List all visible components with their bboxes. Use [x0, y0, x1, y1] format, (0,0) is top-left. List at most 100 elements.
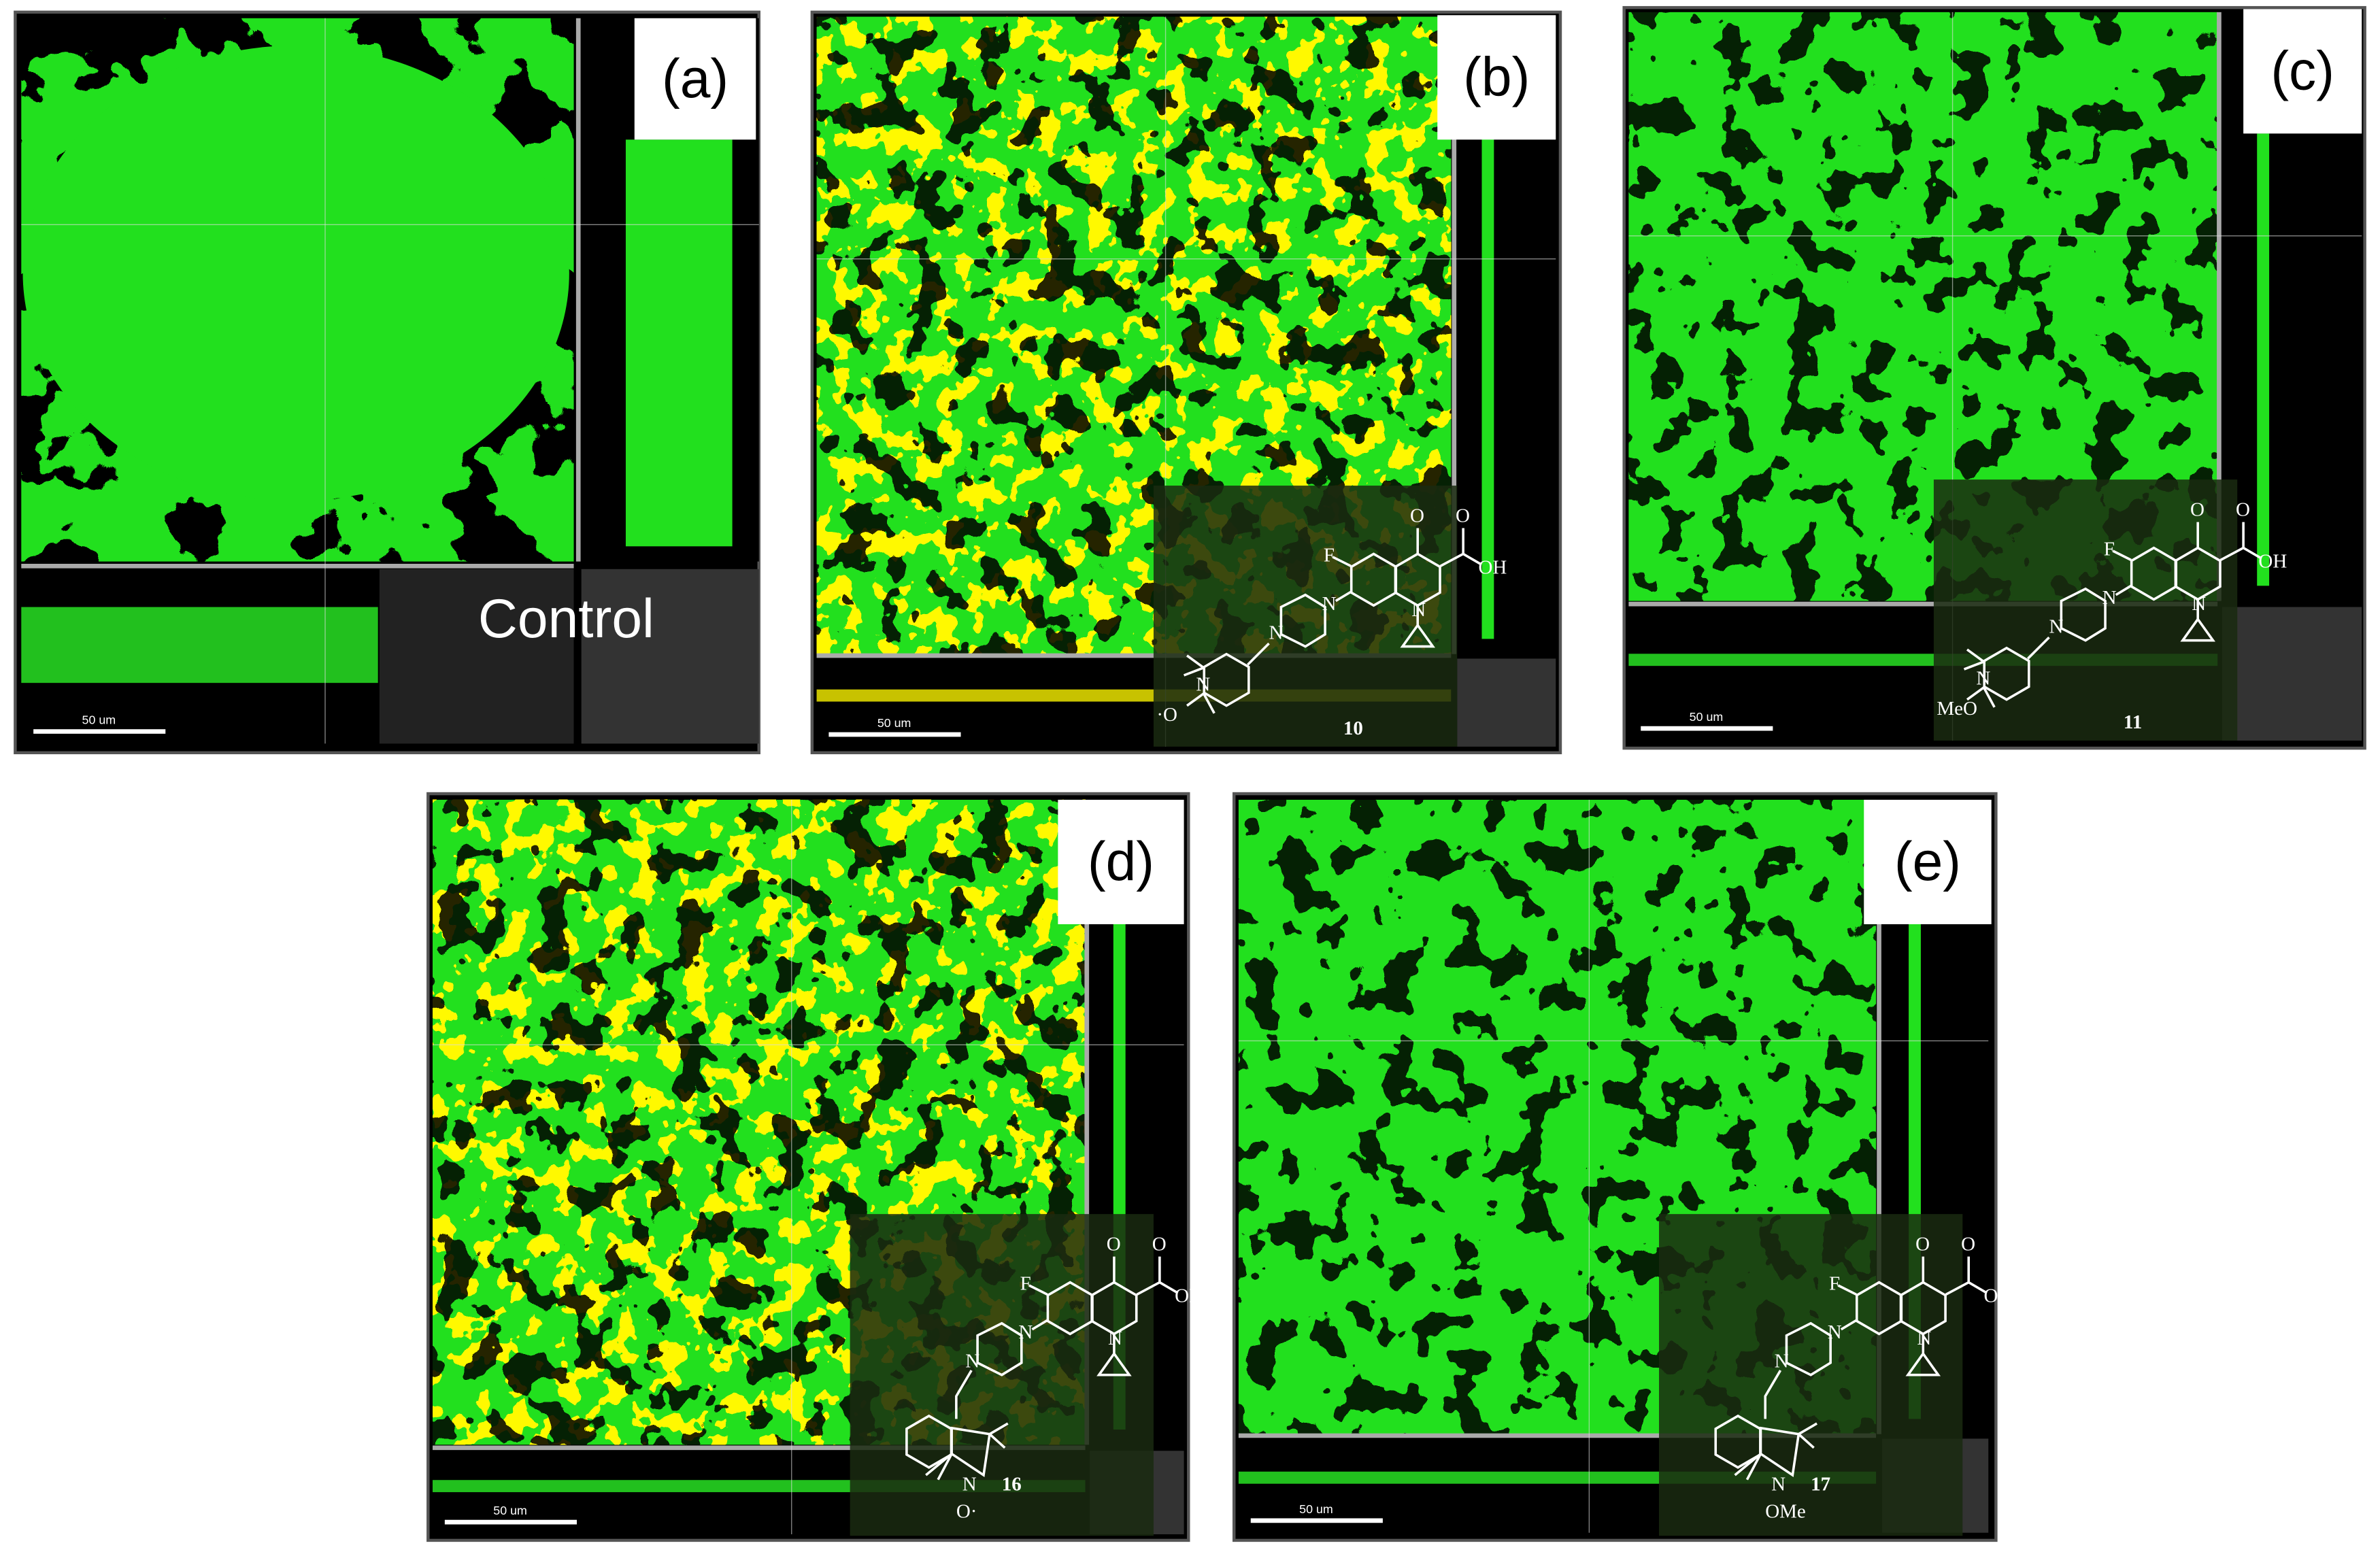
atom-label: OMe: [1765, 1500, 1806, 1522]
biofilm-mass: [22, 45, 569, 501]
atom-label: N: [2192, 593, 2206, 615]
atom-label: N: [1322, 593, 1337, 615]
atom-label: N: [1828, 1321, 1842, 1343]
ring: [1785, 1321, 1832, 1376]
side-view-signal: [1481, 138, 1494, 639]
atom-label: N: [1196, 673, 1210, 695]
scale-bar-label: 50 um: [877, 716, 911, 730]
scale-bar-label: 50 um: [493, 1504, 527, 1517]
five-ring: [950, 1426, 991, 1478]
atom-label: O: [1107, 1234, 1121, 1255]
atom-label: O·: [956, 1500, 977, 1522]
bond: [2115, 584, 2132, 596]
atom-label: O: [1152, 1234, 1167, 1255]
atom-label: N: [962, 1473, 977, 1495]
corner-box: [1457, 658, 1556, 747]
label-box: [1437, 15, 1556, 140]
atom-label: O: [1410, 505, 1424, 527]
bond: [1982, 686, 1996, 708]
bond: [1798, 1422, 1817, 1436]
bond: [1332, 556, 1352, 567]
bond: [1764, 1370, 1782, 1419]
bond: [1745, 1453, 1762, 1481]
ring: [1279, 593, 1326, 648]
bond: [2026, 636, 2050, 660]
atom-label: N: [1775, 1351, 1789, 1372]
atom-label: OH: [2258, 551, 2287, 573]
atom-label: O: [2236, 499, 2250, 521]
panel: 50 um (a) Control: [14, 10, 761, 755]
ring: [1983, 646, 2030, 701]
caption-shade: [379, 569, 574, 744]
caption: Control: [478, 588, 654, 649]
corner-box: [2222, 607, 2362, 741]
five-ring: [1759, 1426, 1800, 1478]
atom-label: N: [965, 1351, 979, 1372]
bond: [1462, 552, 1482, 566]
cyclopropyl: [1096, 1351, 1132, 1376]
atom-label: N: [1018, 1321, 1033, 1343]
bond: [1798, 1433, 1815, 1449]
scale-bar-label: 50 um: [1299, 1502, 1333, 1516]
atom-label: O: [1915, 1234, 1930, 1255]
atom-label: F: [2104, 539, 2115, 560]
atom-label: N: [2049, 616, 2063, 638]
bond: [1203, 692, 1216, 714]
bond: [937, 1453, 953, 1481]
side-view-signal: [2257, 133, 2270, 586]
atom-label: N: [1411, 599, 1426, 621]
atom-label: N: [1269, 622, 1284, 643]
atom-label: N: [1917, 1328, 1931, 1349]
bond: [1968, 1281, 1988, 1294]
structure: F O O OH N N N N ·O 10: [1153, 486, 1507, 747]
bond: [955, 1370, 973, 1419]
side-view-signal: [625, 139, 733, 547]
atom-label: O: [1456, 505, 1470, 527]
panel-label: (a): [662, 48, 728, 109]
bond: [988, 1433, 1006, 1449]
bond: [989, 1422, 1009, 1436]
bond: [1158, 1281, 1179, 1294]
bond: [1183, 666, 1205, 677]
bond: [1966, 686, 1985, 701]
atom-label: ·O: [1156, 704, 1177, 726]
panel-label: (c): [2270, 41, 2334, 102]
label-box: [634, 18, 756, 140]
bottom-view-signal: [21, 607, 378, 683]
compound-number: 16: [1002, 1473, 1022, 1495]
atom-label: N: [1976, 667, 1990, 689]
structure-backdrop: [1933, 479, 2238, 741]
bond: [1966, 648, 1985, 663]
structure-backdrop: [1153, 486, 1458, 747]
bond: [1031, 1319, 1048, 1331]
panel-label: (b): [1463, 47, 1530, 108]
ring: [1203, 652, 1250, 707]
bond: [1837, 1284, 1857, 1296]
bond: [1840, 1319, 1858, 1331]
atom-label: O: [2190, 499, 2205, 521]
panel: 50 um (c) F O O OH N N N N MeO 11: [1622, 5, 2366, 750]
bond: [1963, 660, 1985, 671]
compound-number: 10: [1343, 717, 1363, 739]
structure: F O O OH N N N N O· 16: [850, 1214, 1203, 1536]
atom-label: F: [1829, 1273, 1840, 1295]
structure: F O O OH N N N N MeO 11: [1933, 479, 2287, 741]
panel: 50 um (d) F O O OH N N N N O· 16: [426, 792, 1203, 1542]
atom-label: O: [1961, 1234, 1975, 1255]
panel-label: (e): [1894, 831, 1961, 892]
label-box: [1058, 799, 1184, 924]
atom-label: OH: [1478, 556, 1507, 578]
atom-label: F: [1324, 545, 1335, 567]
compound-number: 11: [2124, 711, 2142, 733]
atom-label: F: [1020, 1273, 1031, 1295]
panel-label: (d): [1088, 831, 1154, 892]
ring: [976, 1321, 1023, 1376]
bond: [2112, 550, 2132, 562]
bond: [925, 1453, 953, 1476]
atom-label: MeO: [1937, 698, 1977, 720]
cyclopropyl: [2180, 617, 2215, 642]
bond: [1186, 692, 1205, 707]
atom-label: N: [1108, 1328, 1122, 1349]
